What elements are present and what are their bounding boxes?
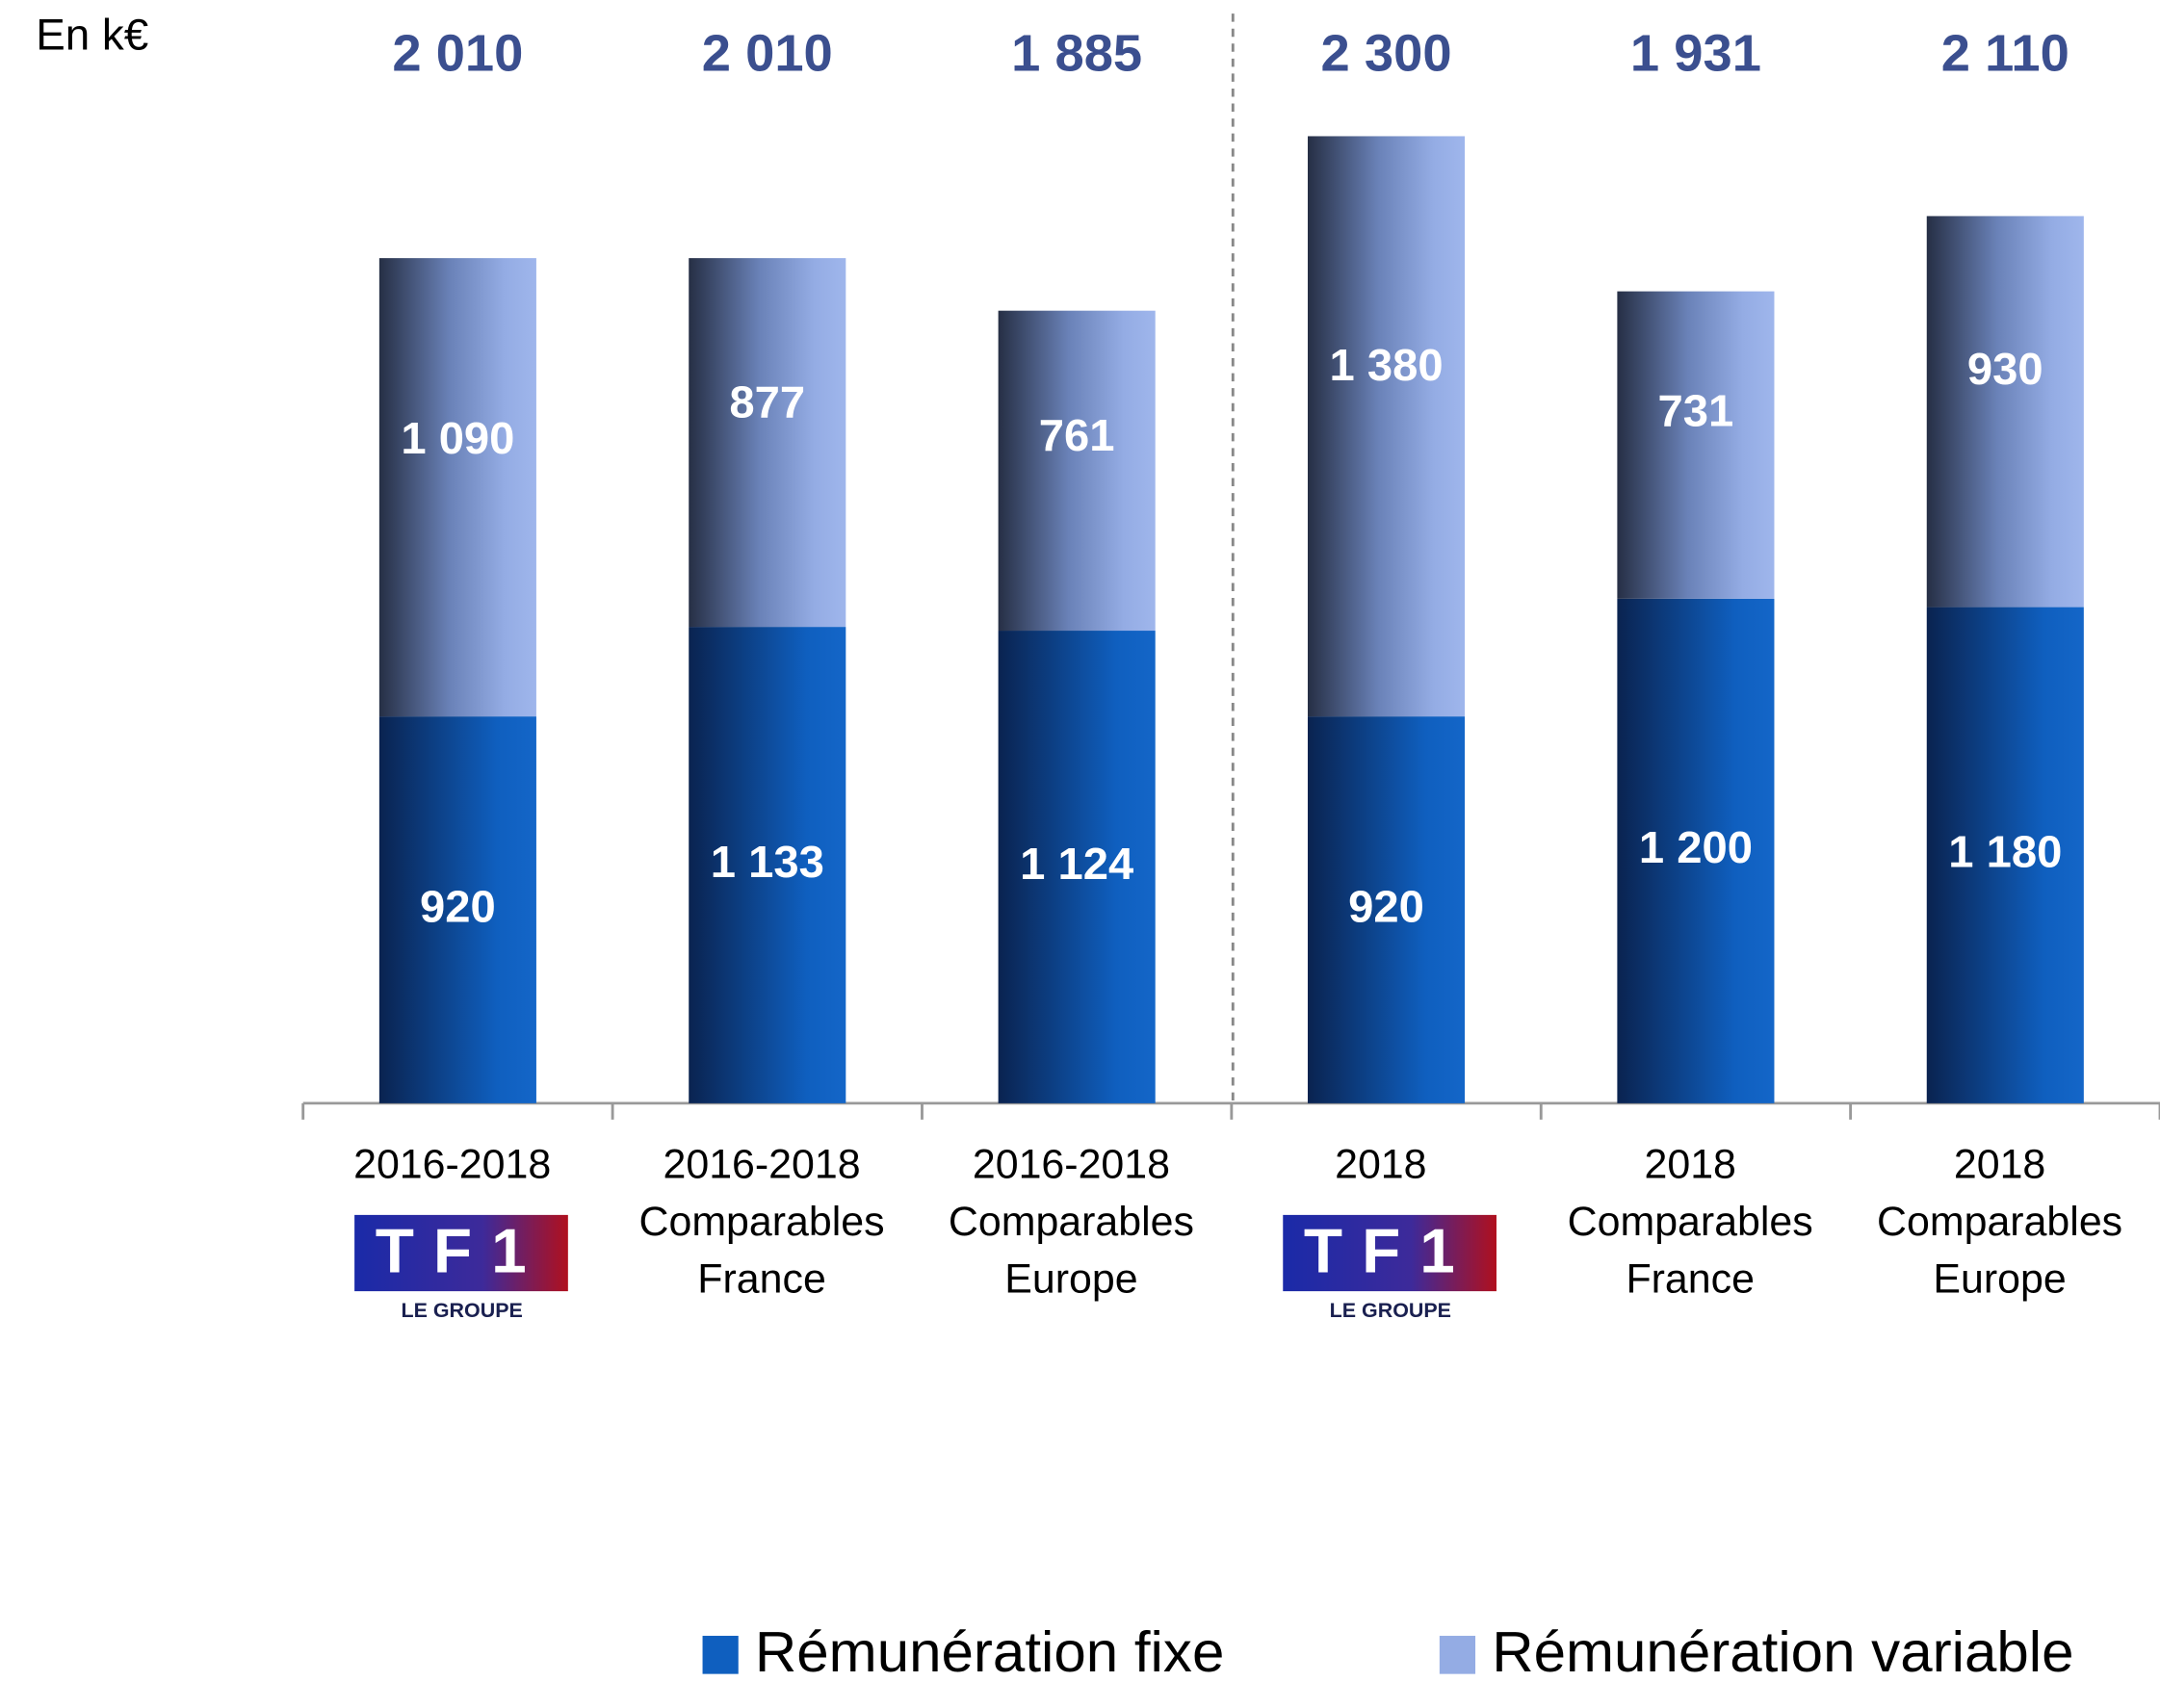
bar-segment	[998, 310, 1156, 632]
legend-swatch	[1439, 1636, 1476, 1674]
x-tick-label: 2016-2018	[973, 1142, 1170, 1188]
segment-label: 1 180	[1948, 827, 2062, 877]
bar-segment	[689, 627, 846, 1103]
segment-label: 1 124	[1020, 839, 1133, 889]
bar-segment	[378, 716, 536, 1103]
segment-label: 1 133	[711, 837, 824, 887]
x-tick-label: Comparables	[1877, 1199, 2122, 1245]
x-tick-label: 2016-2018	[353, 1142, 551, 1188]
segment-label: 877	[729, 377, 805, 427]
x-tick-label: Comparables	[949, 1199, 1194, 1245]
logo	[1283, 1214, 1496, 1292]
segment-label: 920	[420, 882, 496, 932]
segment-label: 1 380	[1329, 340, 1443, 390]
x-tick-label: France	[697, 1256, 826, 1303]
logo-caption: LE GROUPE	[402, 1299, 523, 1322]
logo-text: TF1	[376, 1216, 546, 1286]
total-label: 2 110	[1941, 25, 2069, 83]
x-tick-label: 2018	[1644, 1142, 1735, 1188]
bar-segment	[1926, 216, 2084, 608]
bar-segment	[998, 631, 1156, 1103]
bar-segment	[1926, 607, 2084, 1103]
total-label: 2 010	[702, 25, 833, 83]
x-tick-label: France	[1626, 1256, 1755, 1303]
total-label: 2 300	[1321, 25, 1452, 83]
bar-segment	[1617, 291, 1775, 599]
legend-swatch	[702, 1636, 739, 1674]
bar-segment	[1308, 716, 1466, 1103]
logo-caption: LE GROUPE	[1330, 1299, 1451, 1322]
bar-segment	[378, 258, 536, 717]
legend-label: Rémunération fixe	[755, 1619, 1224, 1684]
bar-segment	[689, 258, 846, 628]
x-tick-label: 2016-2018	[663, 1142, 860, 1188]
x-tick-label: Comparables	[1568, 1199, 1813, 1245]
segment-label: 1 200	[1639, 822, 1753, 872]
x-tick-label: 2018	[1954, 1142, 2045, 1188]
total-label: 1 885	[1011, 25, 1142, 83]
logo-text: TF1	[1304, 1216, 1474, 1286]
total-label: 1 931	[1630, 25, 1761, 83]
segment-label: 930	[1967, 344, 2043, 394]
segment-label: 1 090	[401, 413, 514, 463]
x-tick-label: Europe	[1933, 1256, 2066, 1303]
x-tick-label: Comparables	[639, 1199, 885, 1245]
total-label: 2 010	[392, 25, 523, 83]
logo	[354, 1214, 568, 1292]
segment-label: 920	[1348, 882, 1424, 932]
segment-label: 761	[1039, 410, 1115, 460]
x-tick-label: 2018	[1335, 1142, 1426, 1188]
unit-label: En k€	[36, 11, 148, 60]
segment-label: 731	[1658, 386, 1734, 436]
legend-label: Rémunération variable	[1492, 1619, 2073, 1684]
bar-segment	[1617, 598, 1775, 1103]
x-tick-label: Europe	[1004, 1256, 1137, 1303]
bar-segment	[1308, 136, 1466, 717]
